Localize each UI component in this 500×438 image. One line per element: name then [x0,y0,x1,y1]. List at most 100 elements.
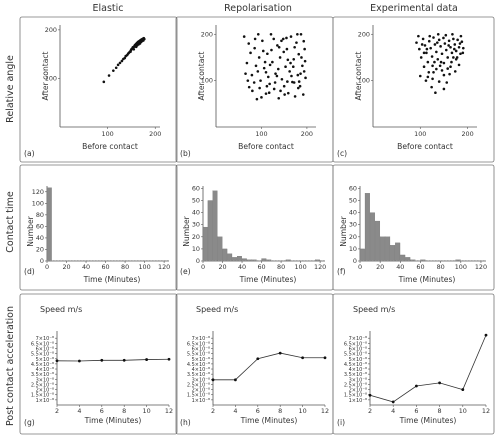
data-point [301,356,304,360]
x-axis-label: Before contact [238,142,294,151]
x-tick-label: 0 [201,263,205,271]
x-tick-label: 12 [482,407,490,415]
chart-h: 2 4 6 8 10 12 1×10⁻⁸1.5×10⁻⁸2×10⁻⁸2.5×10⁻⁸3×10… [180,305,329,427]
y-tick-label: 100 [32,199,44,207]
data-point [452,37,455,41]
x-axis-label: Time (Minutes) [84,416,142,425]
data-point [452,56,455,59]
x-tick-label: 20 [218,263,226,271]
y-tick-label: 1×10⁻⁸ [349,398,367,404]
chart-a: 100 200 100 200 Before contact After contact (… [24,25,161,158]
y-tick-label: 5×10⁻⁸ [36,357,54,363]
y-tick-label: 100 [201,77,213,85]
data-point [432,70,435,74]
x-tick-label: 4 [233,407,237,415]
data-point [461,46,465,50]
panel-frame-i [332,293,495,435]
data-point [291,65,295,69]
y-tick-label: 40 [36,234,44,242]
x-tick-label: 120 [475,263,487,271]
x-axis-label: Time (Minutes) [83,275,141,284]
data-point [457,63,461,67]
data-point [285,47,289,51]
y-tick-label: 200 [358,30,370,38]
data-point [447,39,451,43]
x-axis-label: Before contact [397,142,453,151]
histogram-bar [46,187,52,262]
x-tick-label: 40 [238,263,246,271]
y-tick-label: 6×10⁻⁸ [349,346,367,352]
x-tick-label: 2 [211,407,215,415]
y-tick-label: 50 [349,197,357,205]
x-tick-label: 8 [122,407,126,415]
y-tick-label: 0 [40,257,44,265]
histogram-bar [395,242,401,262]
histogram-bar [217,236,223,262]
data-point [424,79,428,82]
data-point [247,42,251,45]
data-point [280,39,283,43]
y-tick-label: 3×10⁻⁸ [349,377,367,383]
data-point [255,97,259,101]
data-point [432,36,435,39]
data-point [133,45,137,48]
y-tick-label: 4×10⁻⁸ [192,367,210,373]
x-tick-label: 200 [149,130,161,138]
panel-frame-d [19,164,178,291]
data-point [415,41,418,44]
panel-label: (g) [24,418,35,427]
data-point [286,58,290,62]
data-point [137,41,141,44]
data-point [304,76,307,80]
data-point [256,70,260,73]
data-point [120,59,124,63]
y-tick-label: 3×10⁻⁸ [36,377,54,383]
data-point [442,36,445,40]
data-point [256,357,260,361]
data-point [303,47,306,51]
data-point [247,85,251,89]
x-tick-label: 120 [158,263,170,271]
chart-d: 0 20 40 60 80 100 120 0 20 40 60 80 100 120 Time (Minu… [24,186,170,284]
y-tick-label: 40 [349,209,357,217]
series-line [369,334,487,403]
y-tick-label: 2.5×10⁻⁸ [31,382,54,388]
data-point [112,69,115,72]
data-point [266,75,270,79]
data-point [447,44,450,47]
data-point [107,74,111,77]
data-point [167,357,171,361]
y-axis-label: Number [26,215,35,246]
y-tick-label: 30 [349,221,357,229]
data-point [439,60,443,64]
x-tick-label: 80 [121,263,129,271]
data-point [461,388,465,391]
x-tick-label: 200 [461,130,473,138]
data-point [274,72,277,75]
column-header-repolarisation: Repolarisation [224,3,292,14]
histogram-bar [405,257,411,262]
data-point [276,67,280,71]
data-point [281,37,285,41]
data-point [258,86,261,90]
x-tick-label: 100 [102,130,114,138]
y-tick-label: 7×10⁻⁸ [192,336,210,342]
data-point [423,44,427,47]
data-point [426,75,430,79]
x-tick-label: 100 [294,263,306,271]
data-point [251,89,254,93]
data-point [444,48,448,52]
data-point [427,70,431,74]
data-point [299,72,302,75]
data-point [430,85,433,89]
data-point [293,45,296,49]
data-point [123,56,127,60]
data-point [444,33,448,37]
data-point [244,72,247,75]
histogram-bar [359,248,365,262]
data-point [431,77,434,81]
data-point [250,73,254,77]
data-point [435,50,438,54]
x-tick-label: 20 [62,263,70,271]
data-point [290,74,293,78]
